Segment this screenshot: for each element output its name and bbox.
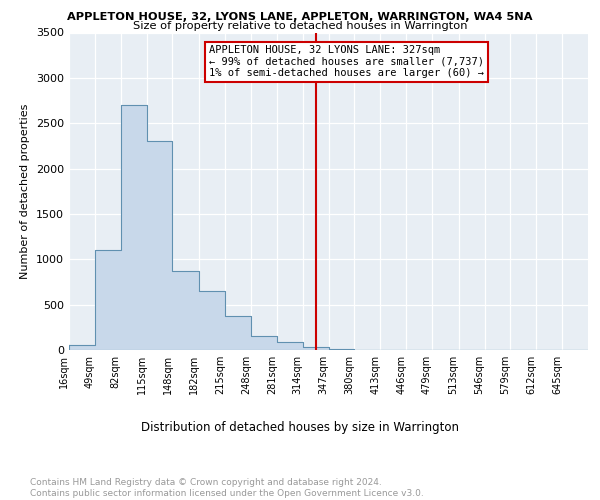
Y-axis label: Number of detached properties: Number of detached properties: [20, 104, 31, 279]
Text: Distribution of detached houses by size in Warrington: Distribution of detached houses by size …: [141, 421, 459, 434]
Text: APPLETON HOUSE, 32, LYONS LANE, APPLETON, WARRINGTON, WA4 5NA: APPLETON HOUSE, 32, LYONS LANE, APPLETON…: [67, 12, 533, 22]
Text: APPLETON HOUSE, 32 LYONS LANE: 327sqm
← 99% of detached houses are smaller (7,73: APPLETON HOUSE, 32 LYONS LANE: 327sqm ← …: [209, 45, 484, 78]
Text: Contains HM Land Registry data © Crown copyright and database right 2024.
Contai: Contains HM Land Registry data © Crown c…: [30, 478, 424, 498]
Text: Size of property relative to detached houses in Warrington: Size of property relative to detached ho…: [133, 21, 467, 31]
